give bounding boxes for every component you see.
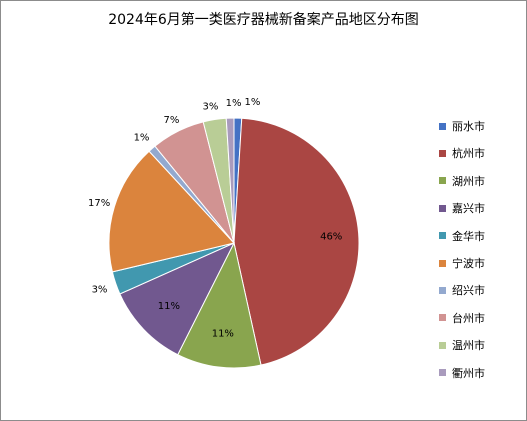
slice-label-1: 46% [320,231,342,242]
slice-label-7: 7% [164,115,180,126]
legend-swatch [439,286,446,294]
legend-swatch [439,369,446,377]
slice-label-9: 1% [226,98,242,109]
slice-label-4: 3% [92,285,108,296]
legend-swatch [439,341,446,349]
legend-swatch [439,232,446,240]
legend-item: 绍兴市 [439,283,485,297]
slice-label-5: 17% [88,198,110,209]
slice-label-3: 11% [158,301,180,312]
slice-label-6: 1% [134,133,150,144]
chart-title: 2024年6月第一类医疗器械新备案产品地区分布图 [108,12,419,28]
pie-slice-1 [233,117,360,366]
legend-item: 台州市 [439,311,485,325]
legend-item: 宁波市 [439,256,485,270]
slice-label-8: 3% [203,102,219,113]
legend-swatch [439,122,446,130]
legend-item: 衢州市 [439,366,485,380]
legend-label: 衢州市 [452,366,485,380]
legend-label: 温州市 [452,339,485,353]
legend-item: 丽水市 [439,119,485,133]
legend-swatch [439,204,446,212]
legend-item: 嘉兴市 [439,201,485,215]
legend-item: 金华市 [439,229,485,243]
slice-label-0: 1% [244,97,260,108]
pie-slice-2 [177,241,262,369]
legend-label: 绍兴市 [452,284,485,298]
legend-label: 台州市 [452,311,485,325]
legend-label: 丽水市 [452,120,485,133]
legend-label: 湖州市 [452,174,485,188]
legend-label: 嘉兴市 [452,202,485,216]
legend-item: 温州市 [439,338,485,352]
pie-slice-3 [119,241,236,356]
legend-label: 金华市 [452,229,485,243]
legend-item: 湖州市 [439,174,485,188]
slice-label-2: 11% [212,328,234,339]
pie-slice-5 [108,150,235,273]
legend-swatch [439,314,446,322]
legend-swatch [439,177,446,185]
legend-label: 杭州市 [452,147,485,161]
legend-label: 宁波市 [452,257,485,270]
pie-slice-9 [225,117,235,244]
legend-item: 杭州市 [439,146,485,160]
legend-swatch [439,149,446,157]
legend-swatch [439,259,446,267]
